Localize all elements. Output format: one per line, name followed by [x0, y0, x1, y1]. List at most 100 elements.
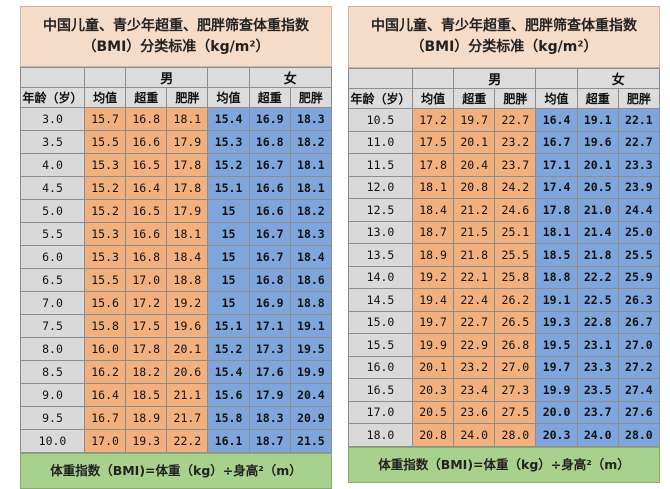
cell-girl-overweight: 16.9	[248, 291, 291, 315]
cell-boy-obese: 18.4	[166, 245, 209, 269]
cell-girl-obese: 25.5	[617, 243, 661, 267]
cell-boy-obese: 19.2	[166, 291, 209, 315]
cell-boy-mean: 17.5	[411, 130, 455, 154]
cell-boy-obese: 28.0	[494, 423, 537, 447]
cell-boy-overweight: 20.1	[453, 130, 496, 154]
cell-boy-obese: 23.7	[494, 153, 537, 177]
cell-girl-overweight: 23.3	[576, 355, 619, 379]
group-girl: 女	[576, 68, 661, 89]
cell-boy-obese: 19.6	[166, 314, 209, 338]
cell-boy-overweight: 16.5	[125, 153, 168, 177]
cell-boy-obese: 23.2	[494, 130, 537, 154]
cell-age: 16.0	[348, 355, 413, 379]
table-row: 4.5 15.2 16.4 17.8 15.1 16.6 18.1	[20, 176, 333, 200]
cell-girl-mean: 15	[207, 291, 250, 315]
cell-boy-obese: 26.2	[494, 288, 537, 312]
cell-girl-mean: 15.3	[207, 130, 250, 154]
cell-boy-overweight: 17.2	[125, 291, 168, 315]
col-header-girl-overweight: 超重	[576, 88, 619, 109]
cell-age: 5.0	[20, 199, 85, 223]
cell-age: 7.0	[20, 291, 85, 315]
cell-boy-mean: 19.9	[411, 333, 455, 357]
cell-girl-obese: 27.2	[617, 355, 661, 379]
cell-girl-overweight: 16.6	[248, 176, 291, 200]
cell-boy-obese: 26.8	[494, 333, 537, 357]
cell-boy-obese: 25.8	[494, 265, 537, 289]
cell-boy-overweight: 17.5	[125, 314, 168, 338]
empty-corner	[348, 68, 413, 89]
cell-age: 6.5	[20, 268, 85, 292]
cell-age: 10.0	[20, 429, 85, 453]
cell-age: 14.0	[348, 265, 413, 289]
cell-girl-obese: 19.9	[289, 360, 333, 384]
cell-boy-overweight: 20.4	[453, 153, 496, 177]
cell-girl-overweight: 22.2	[576, 265, 619, 289]
cell-girl-obese: 18.8	[289, 291, 333, 315]
cell-girl-obese: 20.4	[289, 383, 333, 407]
cell-boy-mean: 20.3	[411, 378, 455, 402]
table-row: 5.5 15.3 16.6 18.1 15 16.7 18.3	[20, 222, 333, 246]
cell-boy-overweight: 22.1	[453, 265, 496, 289]
cell-age: 12.0	[348, 175, 413, 199]
cell-girl-obese: 26.3	[617, 288, 661, 312]
cell-boy-overweight: 18.5	[125, 383, 168, 407]
cell-age: 12.5	[348, 198, 413, 222]
cell-girl-mean: 15.4	[207, 360, 250, 384]
cell-girl-mean: 19.1	[535, 288, 578, 312]
cell-boy-overweight: 16.8	[125, 107, 168, 131]
col-header-age: 年龄（岁）	[348, 88, 413, 109]
table-row: 15.0 19.7 22.7 26.5 19.3 22.8 26.7	[348, 310, 661, 334]
title-line1: 中国儿童、青少年超重、肥胖筛查体重指数	[43, 18, 309, 34]
table-row: 9.5 16.7 18.9 21.7 15.8 18.3 20.9	[20, 406, 333, 430]
cell-girl-mean: 17.1	[535, 153, 578, 177]
cell-boy-obese: 27.5	[494, 400, 537, 424]
cell-age: 14.5	[348, 288, 413, 312]
cell-boy-mean: 17.8	[411, 153, 455, 177]
cell-boy-obese: 17.8	[166, 153, 209, 177]
cell-age: 4.5	[20, 176, 85, 200]
bmi-data-table: 男 女 年龄（岁） 均值 超重 肥胖 均值 超重 肥胖 10.5 17.2 19.7…	[348, 68, 661, 447]
table-title: 中国儿童、青少年超重、肥胖筛查体重指数 （BMI）分类标准（kg/m²）	[348, 6, 660, 68]
col-header-age: 年龄（岁）	[20, 87, 85, 108]
cell-age: 6.0	[20, 245, 85, 269]
table-row: 8.0 16.0 17.8 20.1 15.2 17.3 19.5	[20, 337, 333, 361]
bmi-table-left: 中国儿童、青少年超重、肥胖筛查体重指数 （BMI）分类标准（kg/m²） 男 女…	[20, 6, 333, 489]
cell-girl-obese: 22.7	[617, 130, 661, 154]
cell-boy-mean: 19.4	[411, 288, 455, 312]
cell-boy-overweight: 20.8	[453, 175, 496, 199]
cell-age: 11.0	[348, 130, 413, 154]
cell-boy-mean: 15.2	[83, 176, 127, 200]
table-row: 16.0 20.1 23.2 27.0 19.7 23.3 27.2	[348, 355, 661, 379]
table-row: 13.0 18.7 21.5 25.1 18.1 21.4 25.0	[348, 220, 661, 244]
cell-age: 11.5	[348, 153, 413, 177]
cell-girl-overweight: 19.6	[576, 130, 619, 154]
table-row: 18.0 20.8 24.0 28.0 20.3 24.0 28.0	[348, 423, 661, 447]
cell-girl-obese: 18.3	[289, 222, 333, 246]
cell-boy-mean: 16.0	[83, 337, 127, 361]
cell-girl-mean: 15.1	[207, 314, 250, 338]
cell-age: 3.5	[20, 130, 85, 154]
cell-boy-mean: 17.2	[411, 108, 455, 132]
cell-boy-overweight: 19.7	[453, 108, 496, 132]
table-row: 11.0 17.5 20.1 23.2 16.7 19.6 22.7	[348, 130, 661, 154]
cell-girl-overweight: 16.9	[248, 107, 291, 131]
cell-age: 10.5	[348, 108, 413, 132]
col-header-girl-mean: 均值	[207, 87, 250, 108]
table-row: 12.0 18.1 20.8 24.2 17.4 20.5 23.9	[348, 175, 661, 199]
cell-girl-obese: 18.2	[289, 199, 333, 223]
cell-boy-mean: 15.6	[83, 291, 127, 315]
cell-girl-mean: 18.8	[535, 265, 578, 289]
group-boy-pad	[83, 67, 127, 88]
cell-girl-overweight: 16.7	[248, 245, 291, 269]
cell-age: 9.5	[20, 406, 85, 430]
cell-girl-mean: 15.1	[207, 176, 250, 200]
cell-girl-mean: 15	[207, 245, 250, 269]
cell-boy-overweight: 23.2	[453, 355, 496, 379]
cell-age: 4.0	[20, 153, 85, 177]
cell-boy-mean: 20.8	[411, 423, 455, 447]
cell-age: 9.0	[20, 383, 85, 407]
cell-boy-overweight: 17.0	[125, 268, 168, 292]
cell-boy-mean: 16.4	[83, 383, 127, 407]
cell-girl-overweight: 18.7	[248, 429, 291, 453]
cell-girl-obese: 28.0	[617, 423, 661, 447]
